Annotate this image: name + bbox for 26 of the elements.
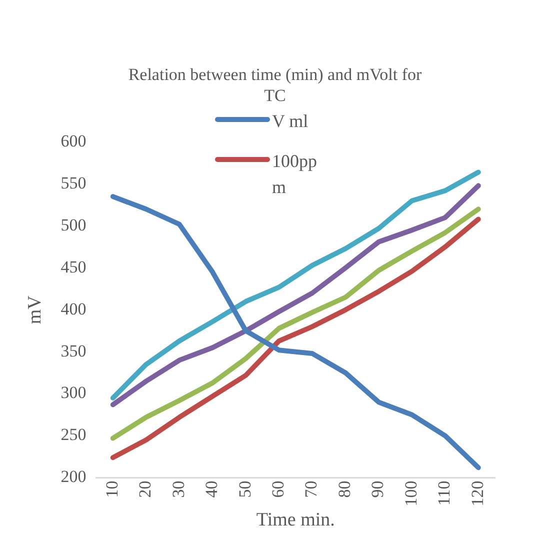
y-tick-label: 200 bbox=[60, 467, 86, 486]
x-tick-label: 110 bbox=[434, 480, 454, 506]
x-tick-label: 80 bbox=[334, 480, 354, 498]
chart-title: Relation between time (min) and mVolt for TC bbox=[127, 64, 423, 106]
x-tick-label: 70 bbox=[302, 480, 321, 498]
x-tick-label: 20 bbox=[136, 480, 155, 498]
x-tick-label: 10 bbox=[102, 480, 122, 498]
x-tick-label: 120 bbox=[468, 480, 487, 506]
y-tick-label: 600 bbox=[60, 131, 86, 150]
x-tick-label: 60 bbox=[268, 480, 288, 498]
x-tick-label: 30 bbox=[168, 480, 188, 498]
y-tick-label: 400 bbox=[60, 299, 86, 318]
legend-label: V ml bbox=[272, 110, 310, 133]
y-tick-label: 350 bbox=[60, 341, 86, 360]
y-tick-label: 500 bbox=[60, 215, 86, 234]
x-tick-label: 50 bbox=[235, 480, 254, 498]
legend-label: 100ppm bbox=[272, 150, 318, 199]
y-tick-label: 550 bbox=[60, 173, 86, 192]
y-axis-title: mV bbox=[24, 295, 46, 324]
x-tick-label: 90 bbox=[368, 480, 388, 498]
y-tick-label: 250 bbox=[60, 425, 86, 444]
y-tick-label: 450 bbox=[60, 257, 86, 276]
x-axis-title: Time min. bbox=[256, 510, 335, 531]
x-tick-label: 40 bbox=[202, 480, 222, 498]
x-tick-label: 100 bbox=[401, 480, 420, 506]
y-tick-label: 300 bbox=[60, 383, 86, 402]
